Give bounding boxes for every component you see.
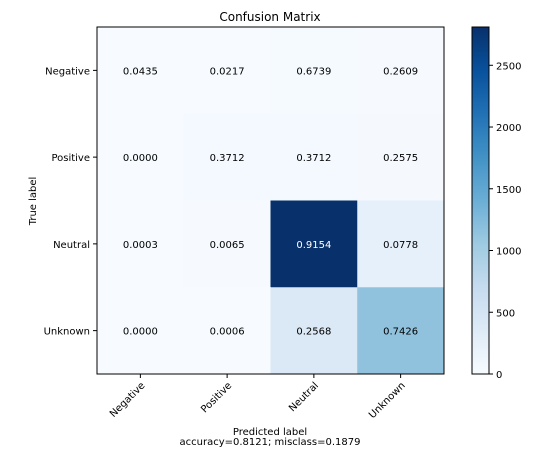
heatmap-cell — [357, 27, 445, 115]
cell-value-label: 0.0006 — [210, 327, 245, 338]
cell-value-label: 0.2575 — [383, 153, 418, 164]
x-tick-label: Neutral — [287, 380, 321, 414]
heatmap-cell — [270, 200, 358, 288]
colorbar-tick-label: 0 — [496, 370, 502, 381]
cell-value-label: 0.0000 — [123, 153, 158, 164]
cell-value-label: 0.9154 — [296, 240, 331, 251]
colorbar-tick-label: 2500 — [496, 61, 521, 72]
colorbar-tick-label: 1500 — [496, 185, 521, 196]
cell-value-label: 0.3712 — [210, 153, 245, 164]
x-tick-label: Unknown — [367, 380, 408, 421]
colorbar-tick-label: 500 — [496, 308, 515, 319]
heatmap-cell-labels: 0.0435 0.0217 0.6739 0.2609 0.0000 0.3712 0.37… — [123, 66, 418, 337]
cell-value-label: 0.0217 — [210, 66, 245, 77]
colorbar-tick-label: 1000 — [496, 247, 521, 258]
heatmap-cell — [97, 200, 185, 288]
x-axis-label: Predicted label — [233, 427, 307, 438]
x-axis-sublabel: accuracy=0.8121; misclass=0.1879 — [180, 437, 361, 448]
heatmap-cell — [270, 27, 358, 115]
heatmap-cell — [357, 200, 445, 288]
cell-value-label: 0.0000 — [123, 327, 158, 338]
cell-value-label: 0.0065 — [210, 240, 245, 251]
x-tick-label: Positive — [199, 380, 234, 415]
cell-value-label: 0.0003 — [123, 240, 158, 251]
x-axis-ticks: Negative Positive Neutral Unknown — [108, 374, 408, 421]
cell-value-label: 0.2568 — [296, 327, 331, 338]
chart-title: Confusion Matrix — [219, 10, 320, 24]
cell-value-label: 0.3712 — [296, 153, 331, 164]
cell-value-label: 0.0435 — [123, 66, 158, 77]
y-tick-label: Neutral — [53, 240, 90, 251]
y-tick-label: Unknown — [44, 327, 90, 338]
cell-value-label: 0.0778 — [383, 240, 418, 251]
heatmap-cell — [183, 27, 271, 115]
heatmap-cell — [97, 113, 185, 201]
cell-value-label: 0.2609 — [383, 66, 418, 77]
colorbar — [471, 26, 490, 375]
heatmap-cell — [270, 113, 358, 201]
heatmap-cell — [97, 27, 185, 115]
heatmap-cell — [357, 113, 445, 201]
colorbar-tick-label: 2000 — [496, 123, 521, 134]
colorbar-ticks: 0 500 1000 1500 2000 2500 — [489, 61, 521, 381]
heatmap-cell — [183, 113, 271, 201]
heatmap-cell — [97, 287, 185, 375]
heatmap-cell — [183, 200, 271, 288]
cell-value-label: 0.7426 — [383, 327, 418, 338]
y-tick-label: Negative — [45, 66, 90, 77]
heatmap-cell — [270, 287, 358, 375]
x-tick-label: Negative — [108, 380, 148, 420]
plot-frame — [96, 26, 445, 375]
y-axis-label: True label — [28, 177, 39, 227]
cell-value-label: 0.6739 — [296, 66, 331, 77]
y-tick-label: Positive — [51, 153, 90, 164]
heatmap-cells — [97, 27, 445, 375]
y-axis-ticks: Negative Positive Neutral Unknown — [44, 66, 97, 338]
heatmap-cell — [183, 287, 271, 375]
heatmap-cell — [357, 287, 445, 375]
